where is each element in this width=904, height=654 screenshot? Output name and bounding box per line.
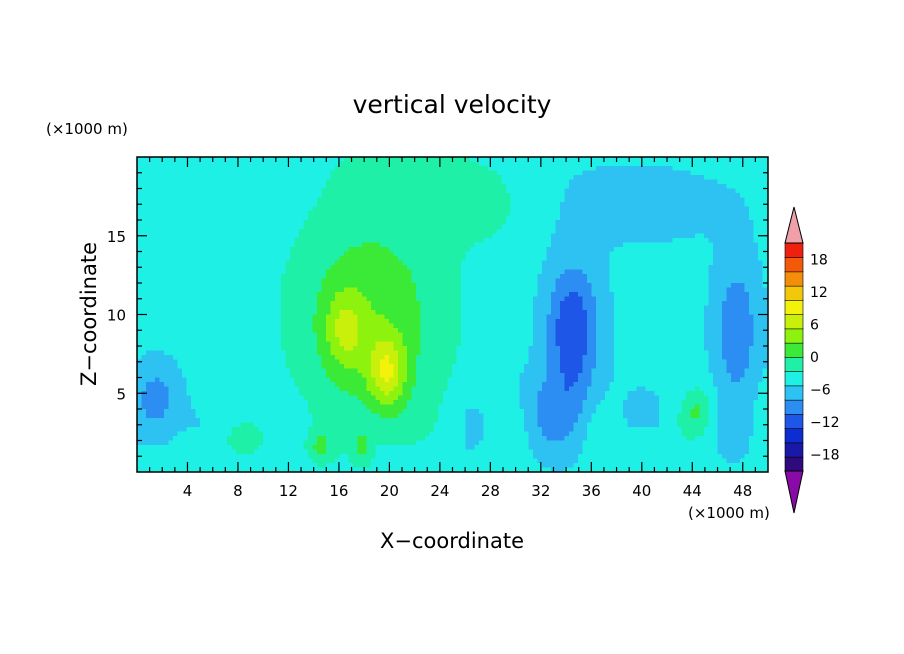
- contour-field: [137, 157, 768, 472]
- colorbar-bin: [784, 256, 804, 273]
- x-unit-label: (×1000 m): [688, 504, 770, 522]
- colorbar-tick-label: 12: [810, 285, 828, 301]
- x-tick-label: 32: [531, 482, 550, 500]
- y-tick-label: 10: [107, 307, 126, 325]
- colorbar-bin: [784, 427, 804, 444]
- chart-title: vertical velocity: [353, 90, 552, 119]
- colorbar-bin: [784, 328, 804, 344]
- colorbar-bin: [784, 356, 804, 372]
- x-axis-label: X−coordinate: [380, 529, 524, 553]
- x-tick-label: 16: [329, 482, 348, 500]
- colorbar-bin: [784, 442, 804, 458]
- colorbar-bin: [784, 413, 804, 429]
- colorbar-bin: [784, 456, 804, 472]
- colorbar-bin: [784, 385, 804, 401]
- x-tick-label: 4: [183, 482, 193, 500]
- colorbar-over-arrow: [784, 206, 804, 244]
- colorbar-bin: [784, 271, 804, 287]
- x-tick-label: 24: [430, 482, 449, 500]
- colorbar-bin: [784, 399, 804, 415]
- x-tick-label: 20: [380, 482, 399, 500]
- colorbar-tick-label: −18: [810, 448, 840, 464]
- colorbar-tick-label: 0: [810, 350, 819, 366]
- colorbar-tick-label: −6: [810, 383, 831, 399]
- colorbar-bin: [784, 299, 804, 315]
- colorbar-tick-label: −12: [810, 415, 840, 431]
- x-tick-label: 44: [683, 482, 702, 500]
- x-tick-label: 12: [279, 482, 298, 500]
- colorbar-bin: [784, 285, 804, 301]
- x-tick-label: 48: [733, 482, 752, 500]
- x-axis: 4 8 12 16 20 24 28 32 36 40 44 48: [149, 157, 756, 500]
- colorbar-bin: [784, 342, 804, 358]
- colorbar: −18 −12 −6 0 6 12 18: [784, 206, 840, 514]
- y-axis-label: Z−coordinate: [77, 242, 101, 386]
- y-tick-label: 5: [116, 385, 126, 403]
- z-unit-label: (×1000 m): [46, 120, 128, 138]
- colorbar-tick-label: 18: [810, 252, 828, 268]
- colorbar-bin: [784, 313, 804, 330]
- x-tick-label: 28: [481, 482, 500, 500]
- x-tick-label: 40: [632, 482, 651, 500]
- y-tick-label: 15: [107, 228, 126, 246]
- x-tick-label: 8: [233, 482, 243, 500]
- colorbar-under-arrow: [784, 470, 804, 514]
- colorbar-bin: [784, 242, 804, 258]
- colorbar-tick-label: 6: [810, 317, 819, 333]
- x-tick-label: 36: [582, 482, 601, 500]
- colorbar-bin: [784, 370, 804, 387]
- y-axis: 5 10 15: [107, 172, 768, 457]
